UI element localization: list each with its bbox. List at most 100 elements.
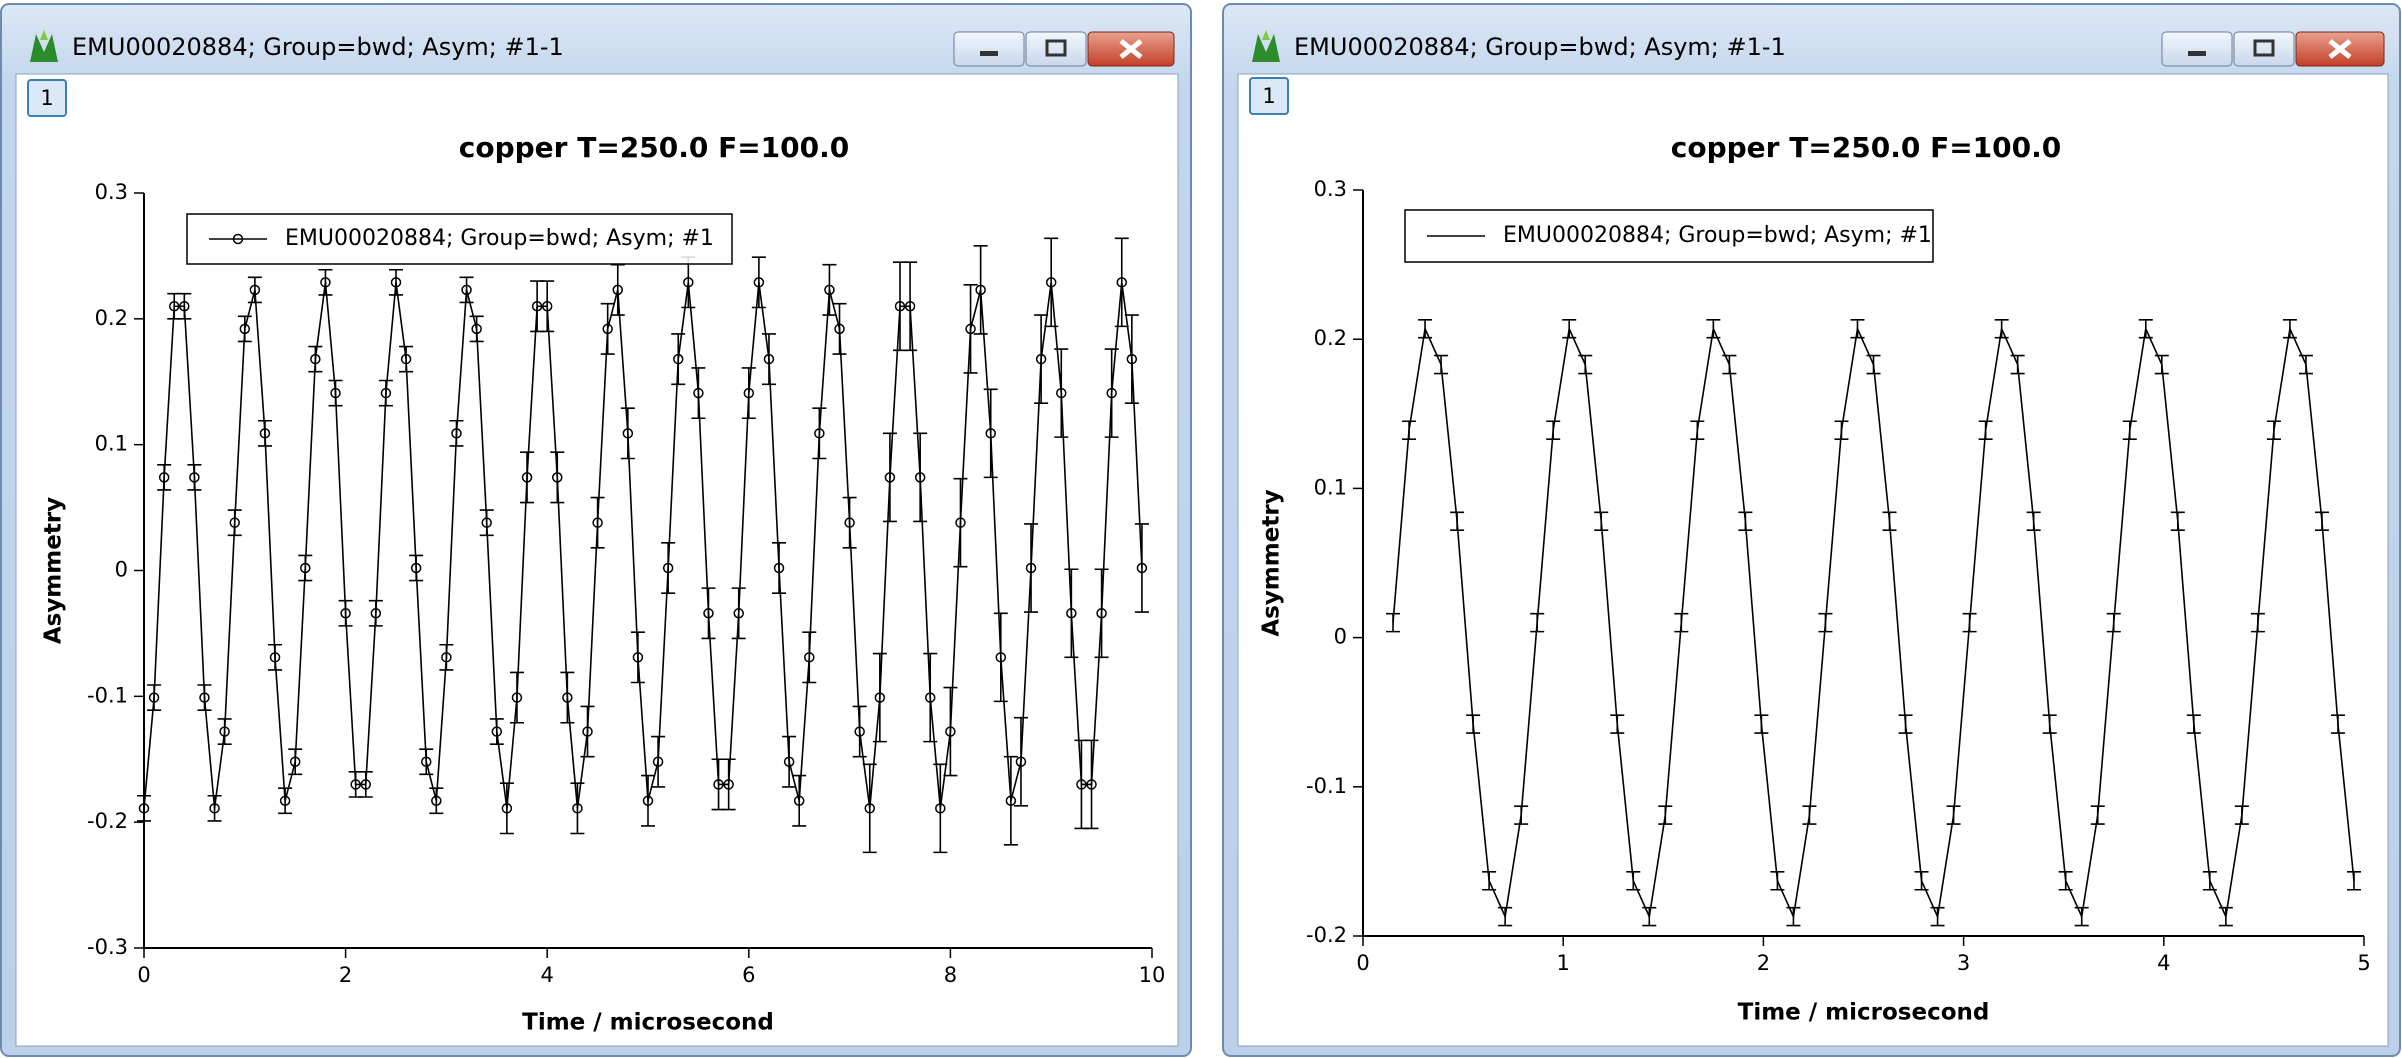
error-bar <box>308 345 323 373</box>
error-bar <box>2058 871 2073 891</box>
data-point <box>269 652 281 663</box>
error-bar <box>2234 805 2249 825</box>
error-bar <box>1003 755 1018 846</box>
error-bar <box>2250 612 2265 633</box>
data-point <box>562 692 573 703</box>
y-axis-label: Asymmetry <box>1259 489 1285 636</box>
legend-box <box>1404 209 1934 263</box>
error-bar <box>761 333 776 386</box>
error-bar <box>1578 354 1593 375</box>
error-bar <box>953 477 968 568</box>
x-tick-label: 6 <box>742 963 755 987</box>
error-bar <box>1610 714 1625 734</box>
error-bar <box>1514 805 1529 825</box>
error-bar <box>137 794 151 822</box>
y-tick-label: 0.2 <box>1314 326 1347 350</box>
data-point <box>400 353 412 365</box>
error-bar <box>731 587 746 640</box>
y-tick-label: 0 <box>1334 625 1347 649</box>
data-point <box>945 726 956 737</box>
y-tick-label: 0.1 <box>95 432 128 456</box>
legend-marker <box>232 233 244 245</box>
error-bar <box>1064 568 1079 659</box>
error-bar <box>1084 739 1099 830</box>
error-bar <box>1530 612 1545 633</box>
error-bar <box>1930 906 1945 927</box>
data-point <box>864 803 876 814</box>
y-tick-label: 0.3 <box>1314 177 1347 201</box>
minimize-button[interactable] <box>953 31 1025 67</box>
data-point <box>138 803 150 814</box>
data-point <box>935 803 946 814</box>
error-bar <box>1834 420 1849 440</box>
error-bar <box>913 432 928 523</box>
data-point <box>441 652 452 663</box>
error-bar <box>832 302 847 355</box>
data-point <box>410 562 422 574</box>
error-bar <box>1770 871 1785 891</box>
minimize-button[interactable] <box>2161 31 2233 67</box>
data-point <box>763 353 775 365</box>
error-bar <box>1104 348 1119 438</box>
data-point <box>783 756 795 768</box>
error-bar <box>147 684 162 711</box>
tab-button[interactable] <box>1249 77 1289 115</box>
error-bar <box>1386 612 1401 633</box>
data-point <box>582 726 593 737</box>
error-bar <box>399 345 414 373</box>
error-bar <box>822 263 837 316</box>
error-bar <box>651 735 666 788</box>
x-tick-label: 1 <box>1557 951 1570 975</box>
data-point <box>199 692 210 703</box>
error-bar <box>338 599 353 627</box>
data-point <box>431 795 442 807</box>
window-title: EMU00020884; Group=bwd; Asym; #1-1 <box>72 33 564 61</box>
data-point <box>652 756 664 768</box>
data-point <box>743 387 755 399</box>
error-bar <box>429 787 444 815</box>
data-point <box>844 517 855 528</box>
error-bar <box>2282 319 2297 339</box>
x-axis-label: Time / microsecond <box>522 1010 774 1036</box>
error-bar <box>318 268 333 296</box>
data-point <box>662 562 674 574</box>
error-bar <box>1114 237 1129 328</box>
data-point <box>552 472 563 483</box>
data-point <box>793 795 805 807</box>
error-bar <box>1134 523 1149 613</box>
error-bar <box>2170 511 2185 531</box>
data-point <box>531 301 543 312</box>
error-bar <box>751 256 766 309</box>
data-point <box>995 652 1007 663</box>
x-tick-label: 2 <box>1757 951 1770 975</box>
error-bar <box>2186 714 2201 734</box>
error-bar <box>1434 354 1449 375</box>
error-bar <box>1044 237 1059 328</box>
data-point <box>572 803 583 814</box>
error-bar <box>207 794 222 822</box>
data-point <box>642 795 654 807</box>
data-point <box>350 779 361 790</box>
data-point <box>310 353 321 365</box>
error-bar <box>509 671 524 724</box>
tab-button[interactable] <box>27 79 67 117</box>
error-bar <box>983 388 998 479</box>
data-point <box>219 726 230 737</box>
error-bar <box>1626 871 1641 891</box>
data-point <box>1096 608 1107 619</box>
maximize-button[interactable] <box>2233 31 2295 67</box>
error-bar <box>590 496 605 549</box>
error-bar <box>1882 511 1897 531</box>
error-bar <box>157 464 172 491</box>
error-bar <box>802 631 817 684</box>
error-bar <box>459 276 474 304</box>
data-point <box>279 795 291 807</box>
error-bar <box>197 684 212 711</box>
data-point <box>360 779 372 790</box>
error-bar <box>247 276 262 304</box>
error-bar <box>278 787 293 815</box>
data-point <box>632 652 644 663</box>
error-bar <box>1054 348 1069 438</box>
maximize-button[interactable] <box>1025 31 1087 67</box>
data-point <box>168 301 180 312</box>
